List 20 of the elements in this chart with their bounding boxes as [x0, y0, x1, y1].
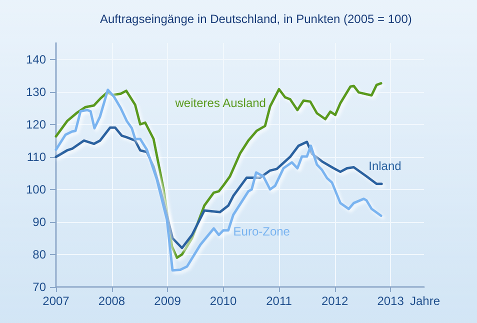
- series-label: Inland: [368, 158, 402, 173]
- y-tick-label: 140: [26, 52, 46, 66]
- x-tick-label: 2008: [98, 294, 126, 308]
- y-tick-label: 120: [26, 117, 46, 132]
- series-label: Euro-Zone: [233, 224, 290, 238]
- chart-title: Auftragseingänge in Deutschland, in Punkten (2005 = 100): [100, 12, 412, 26]
- x-tick-label: 2010: [210, 294, 237, 308]
- x-tick-label: 2013: [377, 294, 404, 308]
- x-tick-label: 2007: [42, 294, 70, 308]
- y-tick-label: 100: [26, 182, 46, 196]
- x-tick-label: 2011: [266, 294, 292, 308]
- y-tick-label: 80: [32, 247, 46, 262]
- y-tick-label: 90: [32, 214, 46, 229]
- y-tick-label: 130: [26, 84, 46, 99]
- y-tick-label: 70: [32, 280, 46, 294]
- series-label: weiteres Ausland: [174, 96, 266, 110]
- x-tick-label: 2012: [321, 294, 348, 308]
- x-axis-title: Jahre: [410, 294, 440, 308]
- x-tick-label: 2009: [154, 294, 182, 308]
- y-tick-label: 110: [26, 150, 46, 164]
